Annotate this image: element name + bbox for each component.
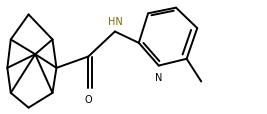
Text: HN: HN — [108, 17, 122, 27]
Text: N: N — [155, 72, 162, 82]
Text: O: O — [85, 94, 92, 104]
